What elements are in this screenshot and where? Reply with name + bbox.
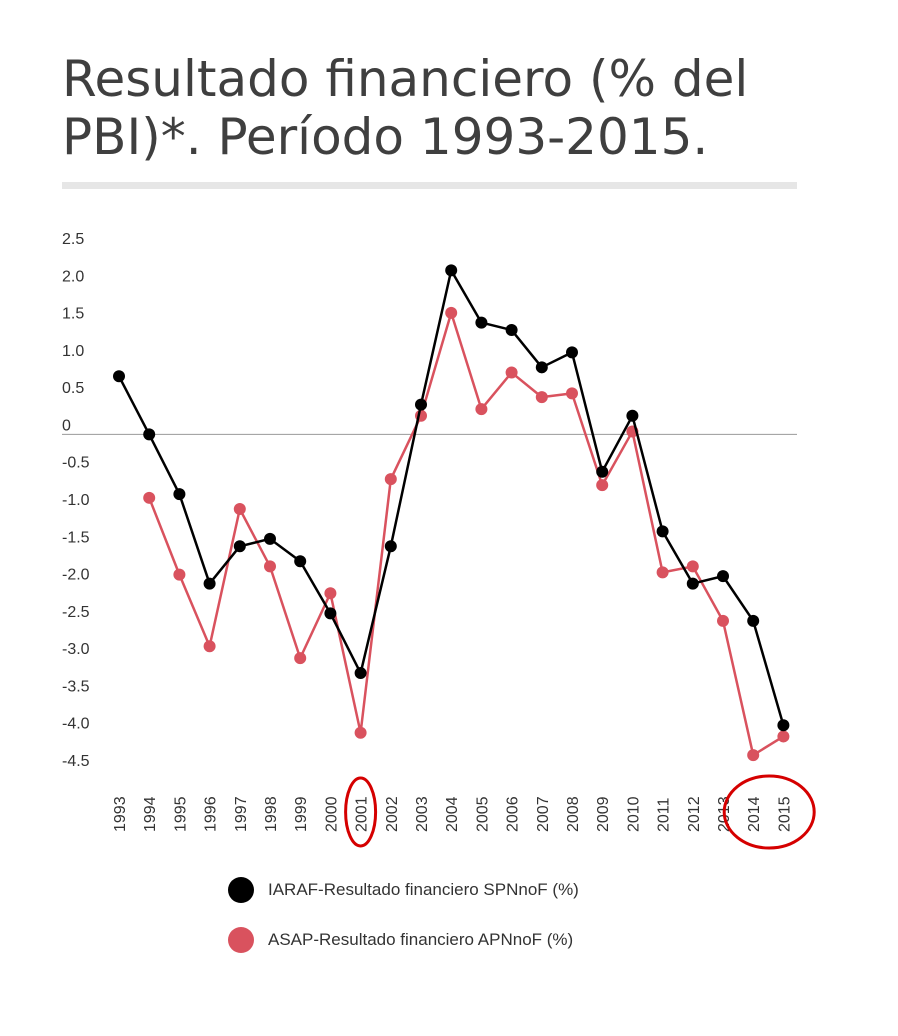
x-tick-label: 2003 [414,796,431,832]
data-point[interactable] [173,568,186,581]
data-point[interactable] [566,346,578,359]
series-line [148,311,785,757]
x-tick-label: 2004 [444,796,461,832]
x-tick-label: 2007 [535,796,552,832]
data-point[interactable] [294,555,307,568]
data-point[interactable] [233,503,246,515]
data-point[interactable] [626,409,639,422]
data-point[interactable] [505,366,518,379]
data-point[interactable] [203,640,216,653]
data-point[interactable] [415,398,427,411]
data-point[interactable] [747,749,760,762]
series-line [117,269,785,726]
legend-swatch-asap [228,927,254,953]
data-point[interactable] [656,566,669,579]
highlight-circle-2001 [344,776,378,848]
y-tick-label: -1.5 [62,529,90,546]
data-point[interactable] [324,607,337,620]
highlight-circle-2014-2015 [722,774,816,850]
y-tick-label: 0 [62,417,71,434]
x-tick-label: 2009 [595,796,612,832]
x-tick-label: 1996 [203,796,220,832]
data-point[interactable] [566,387,578,400]
data-point[interactable] [535,361,548,374]
data-point[interactable] [173,488,186,501]
data-point[interactable] [717,614,729,627]
data-point[interactable] [686,577,699,590]
data-point[interactable] [143,491,156,504]
y-tick-label: 1.5 [62,306,84,323]
y-tick-label: -4.5 [62,753,90,770]
x-tick-label: 1994 [142,796,159,832]
data-point[interactable] [384,540,397,553]
x-tick-label: 2012 [686,796,703,832]
data-point[interactable] [113,370,125,383]
series-iaraf [113,264,790,732]
x-tick-label: 2015 [776,796,793,832]
y-tick-label: 0.5 [62,380,84,397]
x-tick-label: 2000 [323,796,340,832]
y-tick-label: 2.0 [62,268,84,285]
x-tick-label: 1999 [293,796,310,832]
x-tick-label: 2014 [746,796,763,832]
data-point[interactable] [445,306,458,319]
x-tick-label: 1995 [172,796,189,832]
data-point[interactable] [354,667,367,680]
x-tick-label: 2005 [474,796,491,832]
data-point[interactable] [686,560,699,573]
y-tick-label: -0.5 [62,455,90,472]
data-point[interactable] [143,428,156,441]
x-tick-label: 2002 [384,796,401,832]
data-point[interactable] [384,473,397,486]
data-point[interactable] [264,560,276,573]
y-tick-label: -2.0 [62,567,90,584]
data-point[interactable] [445,264,458,277]
chart-title: Resultado financiero (% del PBI)*. Perío… [62,50,749,166]
data-point[interactable] [777,719,790,732]
y-tick-label: -4.0 [62,716,90,733]
data-point[interactable] [294,652,307,665]
data-point[interactable] [656,525,669,538]
data-point[interactable] [596,479,609,492]
data-point[interactable] [475,316,488,329]
data-point[interactable] [596,465,609,478]
data-point[interactable] [747,614,760,627]
legend-item-iaraf[interactable]: IARAF-Resultado financiero SPNnoF (%) [228,877,648,907]
data-point[interactable] [475,403,488,416]
data-point[interactable] [264,532,276,545]
legend-item-asap[interactable]: ASAP-Resultado financiero APNnoF (%) [228,927,648,957]
y-tick-label: -3.5 [62,678,90,695]
x-tick-label: 2010 [625,796,642,832]
data-point[interactable] [203,577,216,590]
data-point[interactable] [777,730,790,743]
data-point[interactable] [324,587,337,600]
series-asap [143,306,790,762]
legend-label-iaraf: IARAF-Resultado financiero SPNnoF (%) [268,880,579,899]
x-tick-label: 1998 [263,796,280,832]
x-tick-label: 2001 [354,796,371,832]
y-tick-label: -1.0 [62,492,90,509]
data-point[interactable] [535,391,548,404]
y-tick-label: 2.5 [62,231,84,248]
x-tick-label: 2006 [505,796,522,832]
y-tick-label: 1.0 [62,343,84,360]
data-point[interactable] [717,570,729,583]
data-point[interactable] [505,324,518,337]
x-tick-label: 1997 [233,796,250,832]
legend-label-asap: ASAP-Resultado financiero APNnoF (%) [268,930,574,949]
data-point[interactable] [233,540,246,553]
x-tick-label: 2011 [656,797,673,832]
y-tick-label: -3.0 [62,641,90,658]
legend-swatch-iaraf [228,877,254,903]
x-tick-label: 2008 [565,796,582,832]
title-divider [62,182,797,189]
data-point[interactable] [354,726,367,739]
y-tick-label: -2.5 [62,604,90,621]
x-tick-label: 1993 [112,796,129,832]
